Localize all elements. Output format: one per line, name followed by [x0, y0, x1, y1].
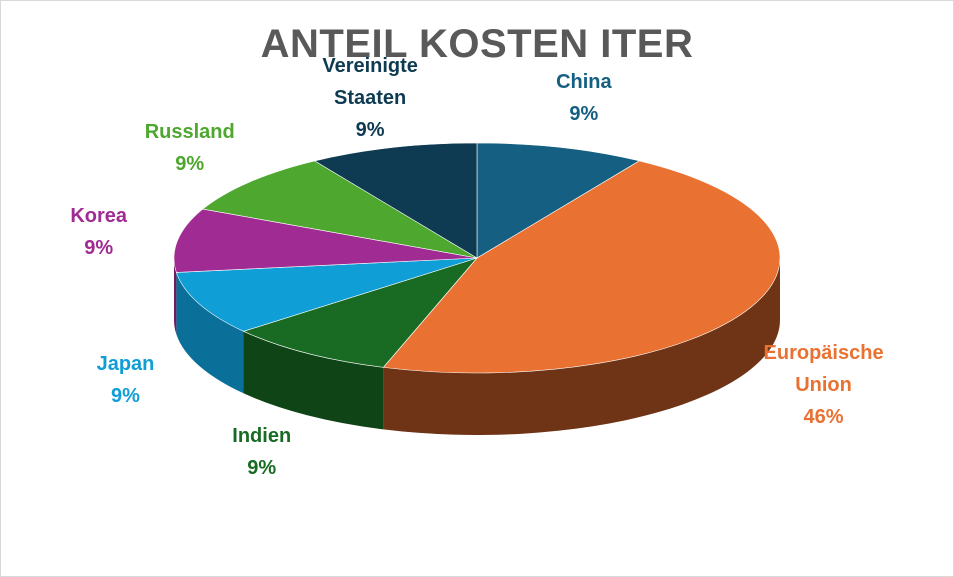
- slice-europ-ische-union: [382, 160, 781, 374]
- data-label-indien: Indien 9%: [232, 420, 291, 484]
- data-label-china: China 9%: [556, 66, 612, 130]
- data-label-category: Russland: [144, 120, 235, 143]
- slice-korea: [173, 208, 478, 273]
- data-label-percent: 9%: [247, 456, 277, 479]
- slice-side-europ-ische-union: [383, 258, 781, 435]
- data-label-category: Vereinigte: [322, 54, 418, 77]
- slice-vereinigte-staaten: [313, 142, 478, 259]
- data-label-category: Staaten: [334, 86, 407, 109]
- data-label-percent: 9%: [84, 236, 114, 259]
- data-label-vereinigte-staaten: Vereinigte Staaten 9%: [322, 50, 418, 146]
- chart-title: ANTEIL KOSTEN ITER: [260, 22, 694, 66]
- data-label-category: Europäische: [763, 341, 884, 364]
- data-label-japan: Japan 9%: [97, 348, 155, 412]
- data-label-percent: 9%: [175, 152, 205, 175]
- data-label-europ-ische-union: Europäische Union 46%: [764, 337, 884, 433]
- data-label-category: Korea: [70, 204, 128, 227]
- data-label-percent: 9%: [569, 102, 599, 125]
- slice-russland: [202, 160, 478, 259]
- data-label-percent: 46%: [803, 405, 844, 428]
- data-label-category: Union: [795, 373, 852, 396]
- slice-indien: [242, 257, 478, 368]
- data-label-percent: 9%: [111, 385, 140, 408]
- slice-side-indien: [243, 331, 384, 430]
- data-label-category: Indien: [232, 424, 292, 447]
- slice-side-japan: [176, 272, 244, 394]
- data-label-korea: Korea 9%: [70, 200, 127, 264]
- data-label-category: Japan: [96, 353, 155, 376]
- data-label-percent: 9%: [355, 118, 385, 141]
- data-label-russland: Russland 9%: [145, 116, 235, 180]
- slice-china: [476, 142, 641, 259]
- slice-japan: [175, 257, 478, 332]
- data-label-category: China: [556, 70, 612, 93]
- slice-side-korea: [174, 258, 177, 335]
